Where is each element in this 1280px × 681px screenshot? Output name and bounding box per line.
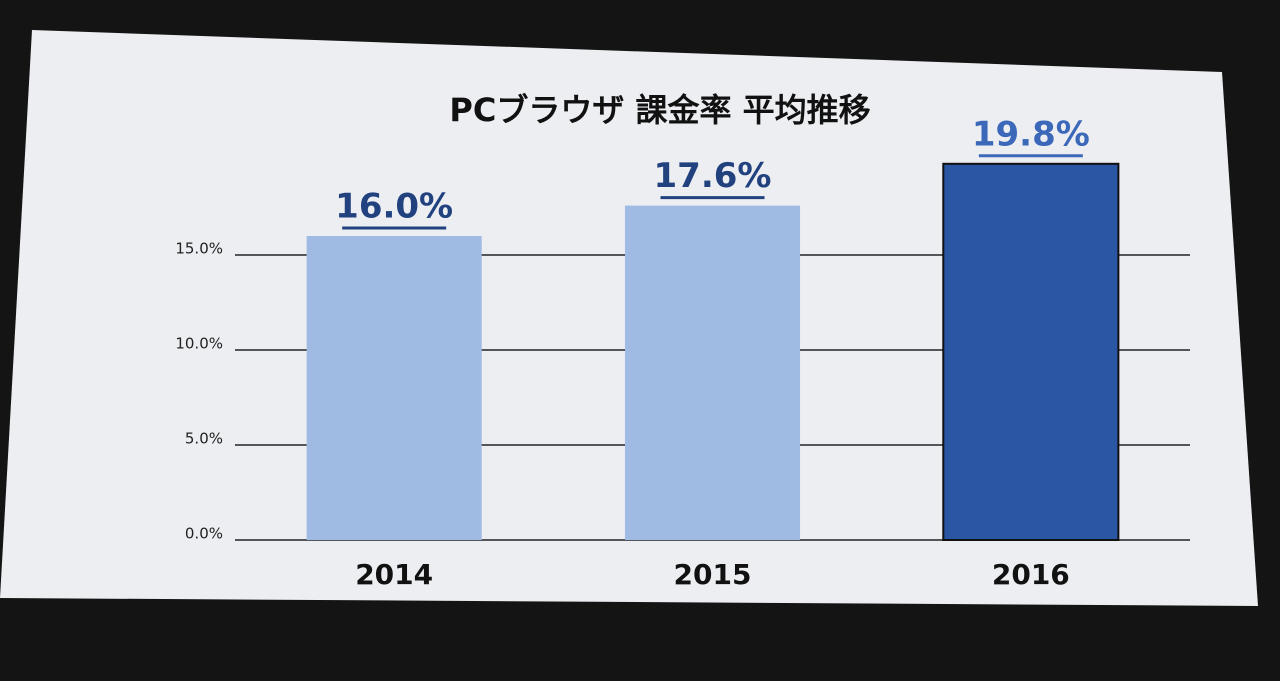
bar — [306, 236, 482, 540]
x-tick-label: 2015 — [674, 558, 752, 591]
value-label: 19.8% — [972, 114, 1090, 154]
bar — [942, 162, 1120, 542]
y-tick-label: 0.0% — [185, 525, 223, 543]
x-tick-label: 2014 — [355, 558, 433, 591]
value-label: 16.0% — [335, 187, 453, 227]
x-tick-label: 2016 — [992, 558, 1070, 591]
chart-title: PCブラウザ 課金率 平均推移 — [449, 91, 870, 129]
y-tick-label: 15.0% — [175, 240, 223, 258]
bar — [624, 205, 801, 540]
y-tick-label: 5.0% — [185, 430, 223, 448]
value-label: 17.6% — [654, 156, 772, 196]
y-tick-label: 10.0% — [175, 335, 223, 353]
